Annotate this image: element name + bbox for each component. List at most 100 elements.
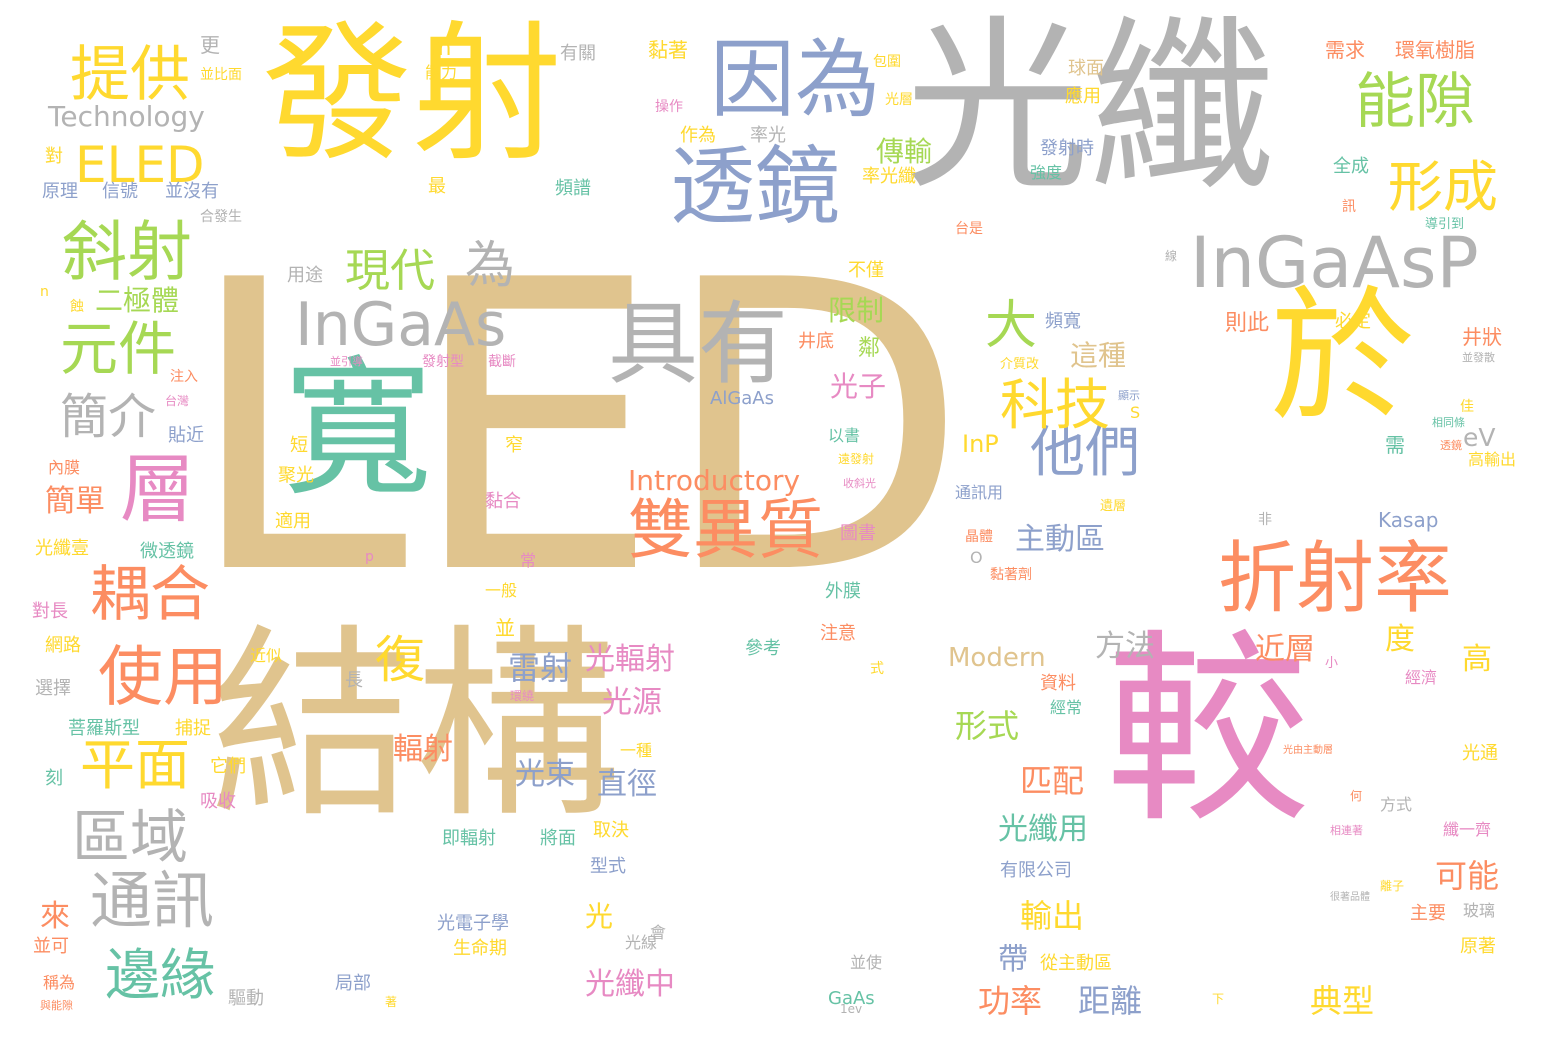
cloud-word: 則此 (1225, 311, 1270, 336)
cloud-word: 包圍 (873, 54, 901, 70)
cloud-word: 長 (345, 670, 363, 691)
cloud-word: 以書 (828, 426, 861, 445)
cloud-word: 作為 (680, 125, 716, 146)
cloud-word: 並可 (33, 936, 69, 957)
cloud-word: 主要 (1410, 903, 1446, 924)
cloud-word: 層 (120, 445, 196, 533)
cloud-word: 資料 (1040, 673, 1076, 694)
cloud-word: GaAs (828, 988, 875, 1009)
cloud-word: 能力 (425, 63, 458, 82)
cloud-word: 這種 (1070, 339, 1127, 372)
cloud-word: LED (185, 197, 969, 662)
cloud-word: 微透鏡 (140, 541, 194, 562)
cloud-word: 並使 (850, 953, 883, 972)
cloud-word: 小 (1325, 656, 1339, 671)
cloud-word: 信號 (102, 181, 138, 202)
cloud-word: 邊緣 (105, 943, 216, 1007)
cloud-word: 收斜光 (843, 477, 876, 490)
cloud-word: 選擇 (35, 678, 71, 699)
cloud-word: 科技 (1000, 373, 1111, 437)
cloud-word: 帶 (998, 942, 1028, 977)
cloud-word: 輸出 (1020, 897, 1085, 935)
cloud-word: 經常 (1050, 698, 1083, 717)
cloud-word: 寬 (283, 343, 434, 517)
cloud-word: 非 (1258, 512, 1272, 528)
cloud-word: 光 (585, 900, 614, 933)
cloud-word: 很著品體 (1330, 892, 1370, 903)
cloud-word: 雷射 (508, 649, 573, 687)
cloud-word: 並比面 (200, 67, 242, 83)
cloud-word: 遺層 (1100, 499, 1127, 514)
cloud-word: S (1130, 403, 1141, 422)
cloud-word: Technology (48, 100, 205, 133)
cloud-word: 常 (520, 551, 537, 570)
cloud-word: 與能隙 (40, 999, 73, 1012)
cloud-word: 將面 (540, 828, 576, 849)
cloud-word: 耦合 (90, 560, 210, 630)
cloud-word: 1ev (840, 1002, 863, 1016)
cloud-word: 發射時 (1040, 138, 1094, 159)
cloud-word: 生命期 (453, 938, 507, 959)
cloud-word: 較 (1105, 613, 1310, 851)
cloud-word: 何 (1350, 789, 1363, 803)
cloud-word: ELED (75, 136, 205, 194)
cloud-word: 率光 (750, 125, 786, 146)
cloud-word: 外膜 (825, 581, 861, 602)
cloud-word: 他們 (1030, 420, 1141, 484)
cloud-word: 高輸出 (1468, 450, 1517, 469)
cloud-word: 離子 (1380, 879, 1405, 893)
cloud-word: 結構 (210, 608, 620, 846)
cloud-word: 於 (1270, 273, 1415, 442)
cloud-word: 復 (375, 631, 425, 689)
cloud-word: 光線 (625, 933, 658, 952)
cloud-word: 典型 (1310, 982, 1375, 1020)
cloud-word: 必定 (1335, 311, 1371, 332)
cloud-word: n (40, 284, 49, 300)
cloud-word: 形式 (955, 707, 1020, 745)
cloud-word: 需 (1385, 433, 1405, 457)
cloud-word: 發射型 (422, 354, 464, 370)
cloud-word: 蝕 (70, 299, 84, 315)
cloud-word: 提供 (70, 40, 190, 110)
cloud-word: 簡介 (60, 389, 157, 445)
cloud-word: 不僅 (848, 260, 884, 281)
cloud-word: 截斷 (488, 354, 516, 370)
cloud-word: 簡單 (45, 484, 105, 519)
cloud-word: 高 (1462, 642, 1492, 677)
cloud-word: 距離 (1078, 982, 1143, 1020)
cloud-word: Modern (948, 643, 1046, 673)
cloud-word: 一種 (620, 741, 653, 760)
cloud-word: 有限公司 (1000, 860, 1072, 881)
cloud-word: 通訊 (90, 864, 215, 937)
cloud-word: 形成 (1388, 155, 1499, 219)
cloud-word: 相連著 (1330, 824, 1363, 837)
cloud-word: 方式 (1380, 795, 1413, 814)
cloud-word: 會 (650, 923, 667, 942)
cloud-word: 黏著劑 (990, 567, 1032, 583)
cloud-word: 遠發射 (838, 452, 875, 466)
cloud-word: AlGaAs (710, 388, 774, 409)
cloud-word: 鄰 (858, 336, 881, 361)
cloud-word: 全成 (1333, 156, 1369, 177)
cloud-word: 台灣 (165, 394, 190, 408)
cloud-word: 適用 (275, 511, 311, 532)
cloud-word: InGaAsP (1190, 222, 1479, 304)
cloud-word: 網路 (45, 635, 81, 656)
cloud-word: 原著 (1460, 936, 1496, 957)
cloud-word: 線 (1165, 249, 1178, 263)
cloud-word: 光輻射 (585, 642, 675, 677)
cloud-word: 佳 (1460, 399, 1474, 415)
cloud-word: 吸收 (200, 791, 236, 812)
cloud-word: 需求 (1325, 38, 1365, 62)
cloud-word: 玻璃 (1463, 901, 1496, 920)
cloud-word: 可能 (1435, 857, 1500, 895)
cloud-word: 能隙 (1355, 67, 1475, 137)
cloud-word: 環氧樹脂 (1395, 38, 1475, 62)
cloud-word: eV (1463, 423, 1496, 452)
cloud-word: 用途 (287, 265, 323, 286)
cloud-word: 頻寬 (1045, 311, 1081, 332)
cloud-word: m (430, 36, 452, 61)
cloud-word: 短 (290, 435, 308, 456)
cloud-word: 使用 (98, 640, 229, 715)
cloud-word: 光纖用 (998, 812, 1088, 847)
